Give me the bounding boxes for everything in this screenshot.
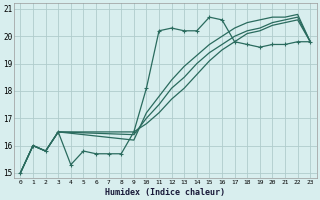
X-axis label: Humidex (Indice chaleur): Humidex (Indice chaleur) bbox=[105, 188, 225, 197]
